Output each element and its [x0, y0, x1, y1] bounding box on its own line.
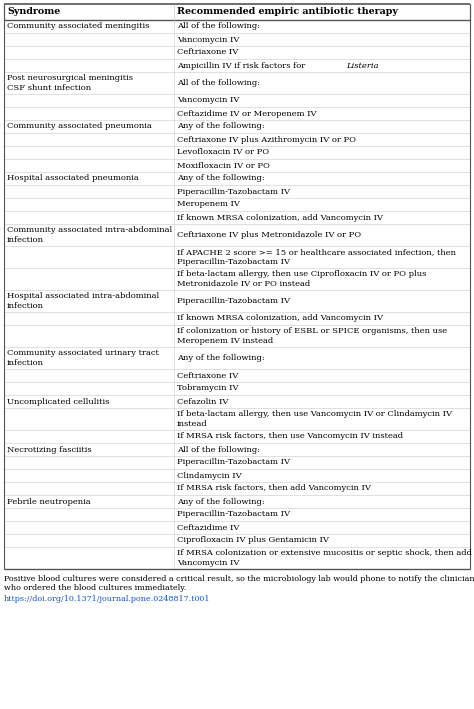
Text: Necrotizing fasciitis: Necrotizing fasciitis	[7, 445, 91, 454]
Text: Positive blood cultures were considered a critical result, so the microbiology l: Positive blood cultures were considered …	[4, 575, 474, 583]
Text: Ampicillin IV if risk factors for: Ampicillin IV if risk factors for	[177, 62, 308, 69]
Text: If MRSA risk factors, then add Vancomycin IV: If MRSA risk factors, then add Vancomyci…	[177, 484, 371, 493]
Text: If MRSA colonization or extensive mucositis or septic shock, then add
Vancomycin: If MRSA colonization or extensive mucosi…	[177, 549, 472, 567]
Text: Any of the following:: Any of the following:	[177, 123, 265, 130]
Text: https://doi.org/10.1371/journal.pone.0248817.t001: https://doi.org/10.1371/journal.pone.024…	[4, 595, 210, 603]
Text: Febrile neutropenia: Febrile neutropenia	[7, 498, 91, 506]
Text: Meropenem IV: Meropenem IV	[177, 201, 240, 208]
Text: Community associated urinary tract
infection: Community associated urinary tract infec…	[7, 349, 159, 367]
Text: If beta-lactam allergy, then use Vancomycin IV or Clindamycin IV
instead: If beta-lactam allergy, then use Vancomy…	[177, 410, 452, 428]
Text: Community associated meningitis: Community associated meningitis	[7, 23, 149, 30]
Text: Ceftazidime IV or Meropenem IV: Ceftazidime IV or Meropenem IV	[177, 109, 317, 118]
Text: Hospital associated pneumonia: Hospital associated pneumonia	[7, 174, 139, 182]
Text: If APACHE 2 score >= 15 or healthcare associated infection, then
Piperacillin-Ta: If APACHE 2 score >= 15 or healthcare as…	[177, 248, 456, 266]
Text: Tobramycin IV: Tobramycin IV	[177, 384, 238, 393]
Text: If known MRSA colonization, add Vancomycin IV: If known MRSA colonization, add Vancomyc…	[177, 213, 383, 221]
Text: If MRSA risk factors, then use Vancomycin IV instead: If MRSA risk factors, then use Vancomyci…	[177, 432, 403, 440]
Text: All of the following:: All of the following:	[177, 445, 260, 454]
Text: Post neurosurgical meningitis
CSF shunt infection: Post neurosurgical meningitis CSF shunt …	[7, 74, 133, 92]
Text: Cefazolin IV: Cefazolin IV	[177, 398, 228, 406]
Text: Recommended empiric antibiotic therapy: Recommended empiric antibiotic therapy	[177, 8, 398, 16]
Text: Community associated pneumonia: Community associated pneumonia	[7, 123, 152, 130]
Text: All of the following:: All of the following:	[177, 23, 260, 30]
Text: Hospital associated intra-abdominal
infection: Hospital associated intra-abdominal infe…	[7, 292, 159, 310]
Text: Ceftazidime IV: Ceftazidime IV	[177, 523, 239, 532]
Text: Any of the following:: Any of the following:	[177, 354, 265, 362]
Text: Syndrome: Syndrome	[7, 8, 60, 16]
Text: Community associated intra-abdominal
infection: Community associated intra-abdominal inf…	[7, 226, 172, 244]
Text: Ceftriaxone IV: Ceftriaxone IV	[177, 372, 238, 379]
Text: Piperacillin-Tazobactam IV: Piperacillin-Tazobactam IV	[177, 297, 290, 305]
Text: who ordered the blood cultures immediately.: who ordered the blood cultures immediate…	[4, 584, 186, 592]
Text: Piperacillin-Tazobactam IV: Piperacillin-Tazobactam IV	[177, 187, 290, 196]
Text: Ceftriaxone IV plus Azithromycin IV or PO: Ceftriaxone IV plus Azithromycin IV or P…	[177, 135, 356, 143]
Text: If colonization or history of ESBL or SPICE organisms, then use
Meropenem IV ins: If colonization or history of ESBL or SP…	[177, 327, 447, 345]
Text: If known MRSA colonization, add Vancomycin IV: If known MRSA colonization, add Vancomyc…	[177, 315, 383, 323]
Text: Piperacillin-Tazobactam IV: Piperacillin-Tazobactam IV	[177, 459, 290, 467]
Text: Levofloxacin IV or PO: Levofloxacin IV or PO	[177, 148, 269, 157]
Text: Vancomycin IV: Vancomycin IV	[177, 96, 239, 104]
Text: Uncomplicated cellulitis: Uncomplicated cellulitis	[7, 398, 109, 406]
Text: Ceftriaxone IV plus Metronidazole IV or PO: Ceftriaxone IV plus Metronidazole IV or …	[177, 231, 361, 239]
Text: Clindamycin IV: Clindamycin IV	[177, 471, 242, 479]
Text: Vancomycin IV: Vancomycin IV	[177, 35, 239, 43]
Text: Any of the following:: Any of the following:	[177, 498, 265, 506]
Text: Moxifloxacin IV or PO: Moxifloxacin IV or PO	[177, 162, 270, 169]
Text: Piperacillin-Tazobactam IV: Piperacillin-Tazobactam IV	[177, 510, 290, 518]
Text: Any of the following:: Any of the following:	[177, 174, 265, 182]
Text: If beta-lactam allergy, then use Ciprofloxacin IV or PO plus
Metronidazole IV or: If beta-lactam allergy, then use Ciprofl…	[177, 270, 427, 288]
Text: Ceftriaxone IV: Ceftriaxone IV	[177, 48, 238, 57]
Text: Listeria: Listeria	[346, 62, 378, 69]
Text: All of the following:: All of the following:	[177, 79, 260, 87]
Text: Ciprofloxacin IV plus Gentamicin IV: Ciprofloxacin IV plus Gentamicin IV	[177, 537, 329, 545]
